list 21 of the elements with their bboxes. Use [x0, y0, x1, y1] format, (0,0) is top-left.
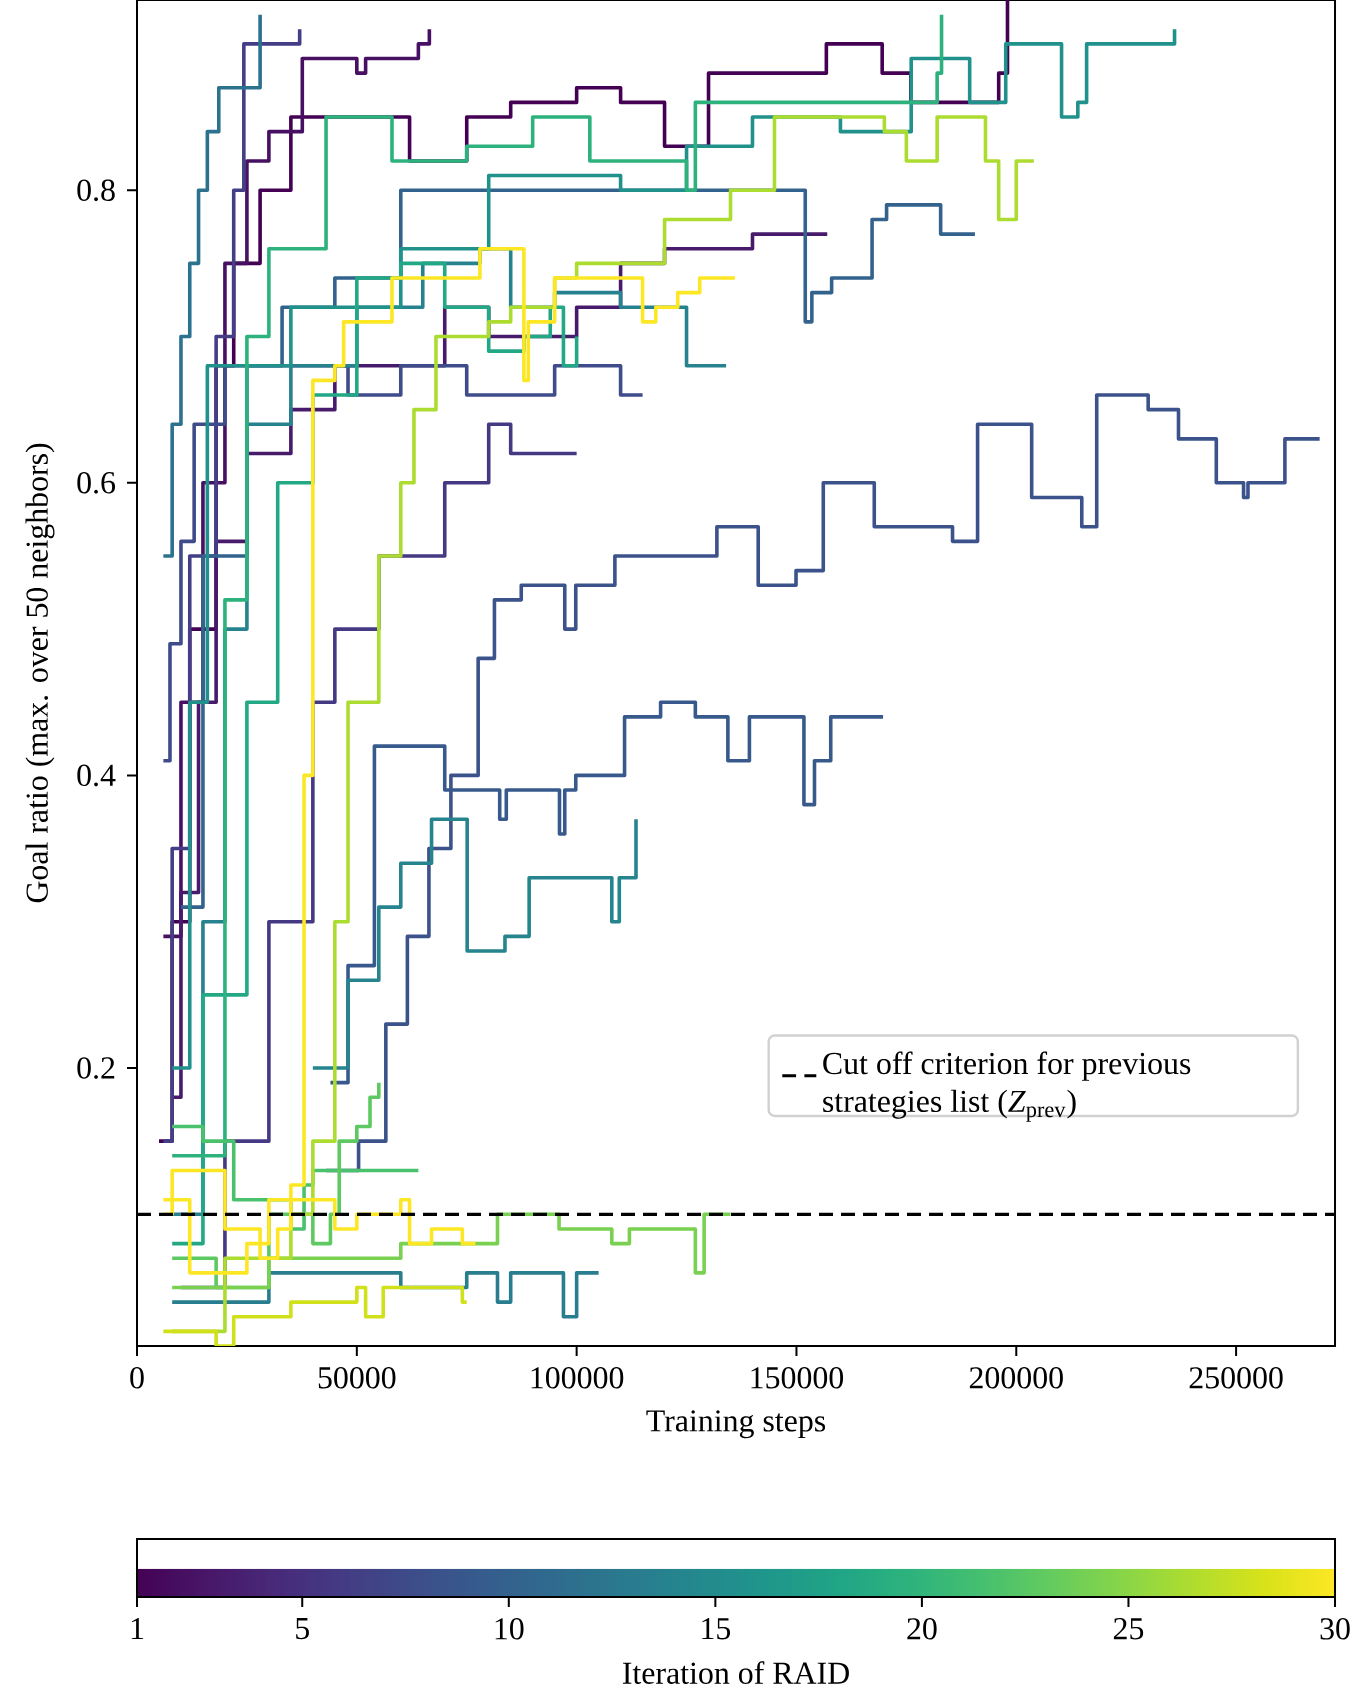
color-bar-label: 30	[1320, 1618, 1350, 1640]
color-bar-label: 20	[907, 1618, 937, 1640]
y-tick-label: 0.6	[77, 471, 116, 494]
x-tick-label: 150000	[751, 1367, 844, 1389]
y-axis-title: Goal ratio (max. over 50 neighbors)	[25, 443, 55, 903]
color-bar-title: Iteration of RAID	[622, 1661, 849, 1684]
y-tick-label: 0.4	[77, 764, 116, 787]
color-bar-label: 1	[131, 1618, 144, 1640]
legend-label: Cut off criterion for previous strategies list (Z$_{prev}$)	[823, 1051, 1191, 1122]
color-bar-label: 10	[495, 1618, 524, 1640]
x-tick-label: 200000	[969, 1367, 1063, 1389]
color-bar-label: 15	[702, 1618, 731, 1640]
color-bar-label: 5	[296, 1618, 309, 1640]
x-tick-label: 100000	[531, 1367, 624, 1389]
color-bar-label: 25	[1113, 1618, 1144, 1640]
x-axis-title: Training steps	[646, 1410, 826, 1439]
y-tick-label: 0.8	[77, 179, 115, 202]
y-tick-label: 0.2	[77, 1057, 115, 1079]
x-tick-label: 250000	[1189, 1367, 1283, 1389]
x-tick-label: 0	[130, 1367, 144, 1389]
x-tick-label: 50000	[318, 1367, 396, 1389]
